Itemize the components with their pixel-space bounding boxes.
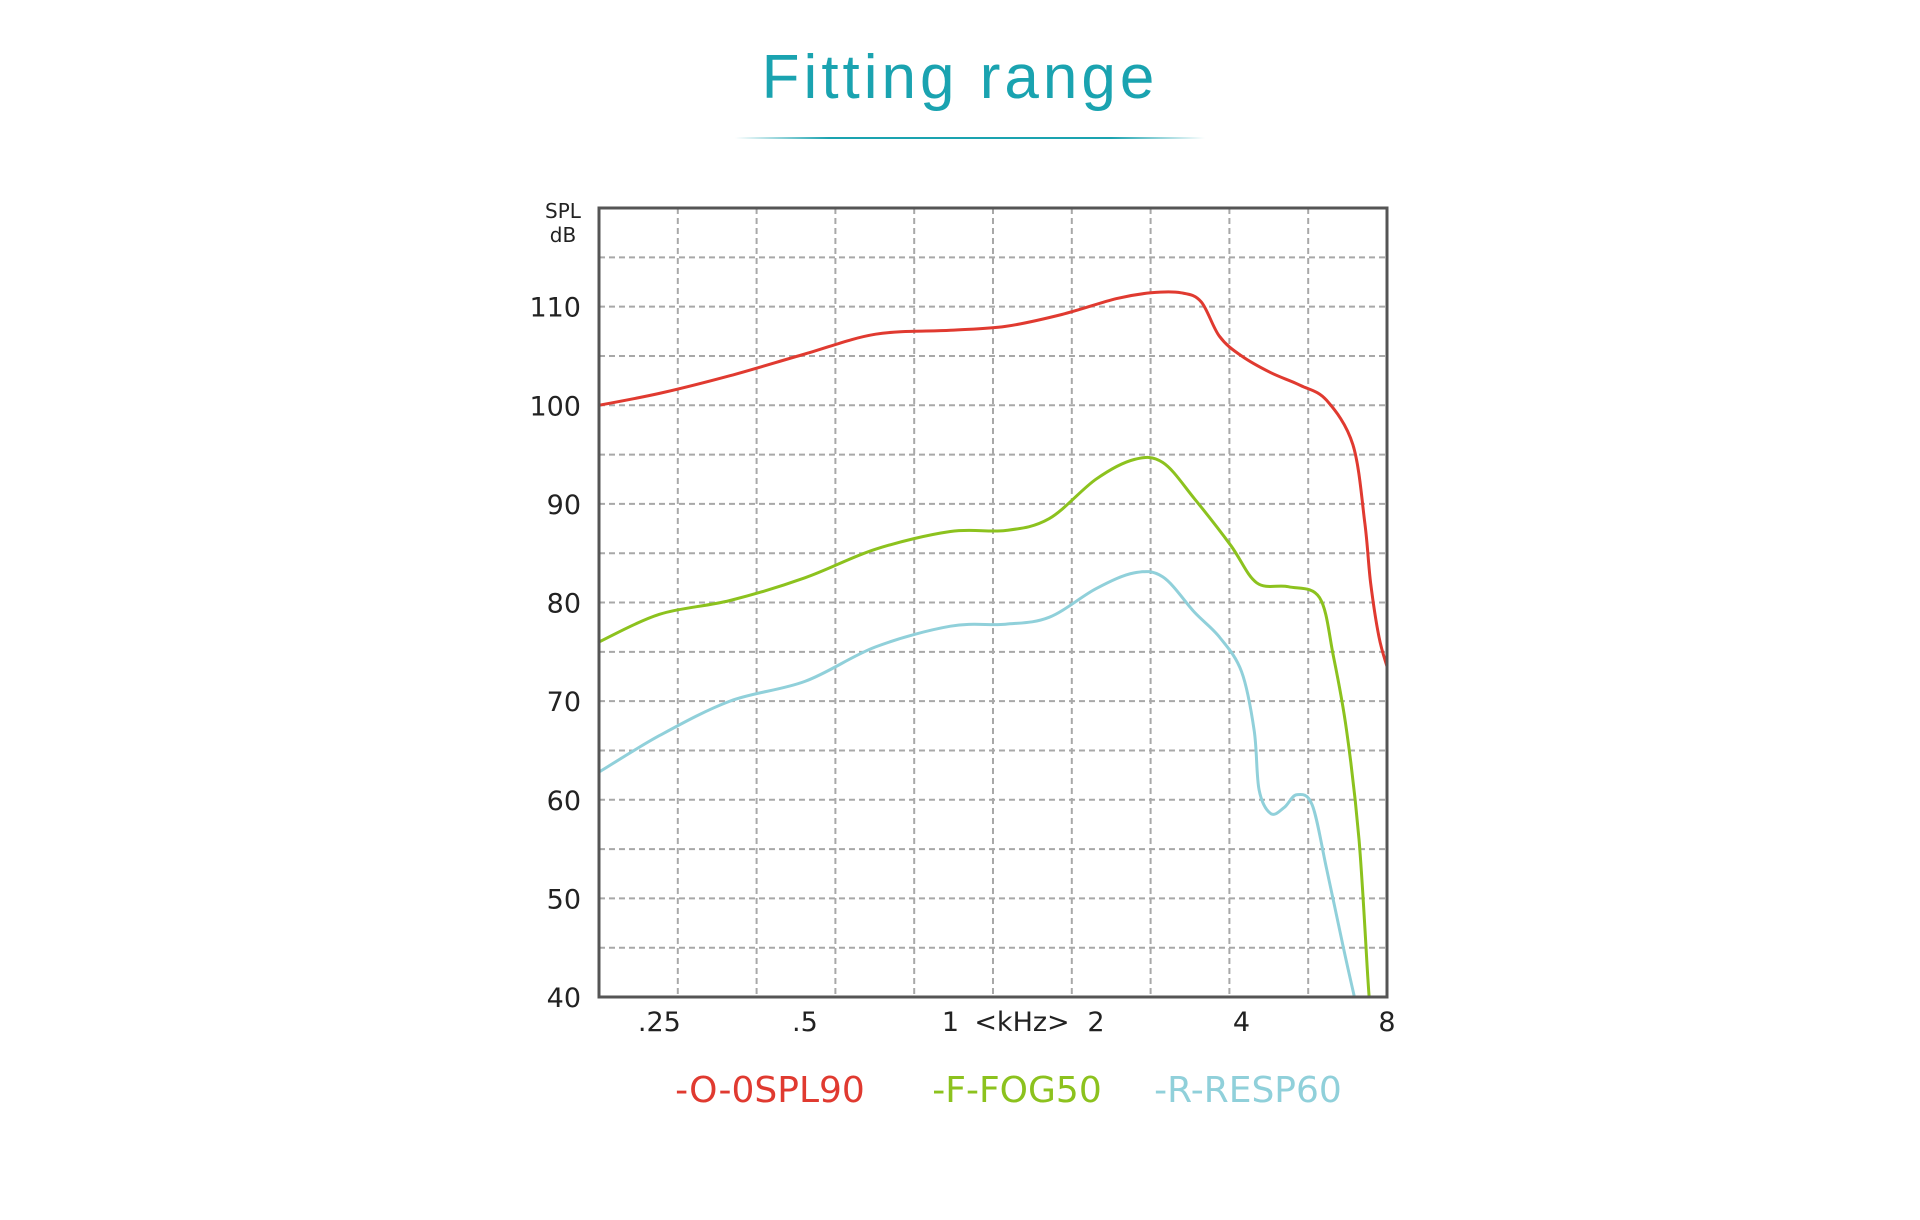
y-tick-label: 40 [547,983,581,1014]
plot-frame [597,206,1389,999]
y-tick-label: 90 [547,490,581,521]
y-tick-label: 50 [547,884,581,915]
series-resp60-line [597,570,1356,999]
x-tick-label: 8 [1378,1007,1395,1038]
x-tick-label: 1 [942,1007,959,1038]
x-tick-label: .5 [792,1007,818,1038]
y-tick-label: 100 [529,391,581,422]
chart-title: Fitting range [761,43,1159,112]
y-tick-label: 70 [547,687,581,718]
y-axis-unit-line-2: dB [550,223,576,247]
x-tick-label: .25 [638,1007,681,1038]
y-tick-label: 110 [529,293,581,324]
y-tick-label: 80 [547,589,581,620]
y-tick-label: 60 [547,786,581,817]
x-axis-unit: <kHz> [974,1007,1069,1038]
x-tick-label: 4 [1233,1007,1250,1038]
series-ospl90-line [597,290,1389,669]
legend-resp60: -R-RESP60 [1154,1070,1342,1111]
axis-labels: SPL dB <kHz> 40 50 60 70 80 90 100 110 .25 .5 1 2 4 8 [529,199,1395,1038]
series-layer [597,290,1389,999]
series-fog50-line [597,455,1371,999]
title-underline [735,137,1205,139]
legend-fog50: -F-FOG50 [932,1070,1101,1111]
y-axis-unit-line-1: SPL [545,199,582,223]
legend: -O-0SPL90 -F-FOG50 -R-RESP60 [675,1070,1342,1111]
x-tick-label: 2 [1087,1007,1104,1038]
legend-ospl90: -O-0SPL90 [675,1070,865,1111]
